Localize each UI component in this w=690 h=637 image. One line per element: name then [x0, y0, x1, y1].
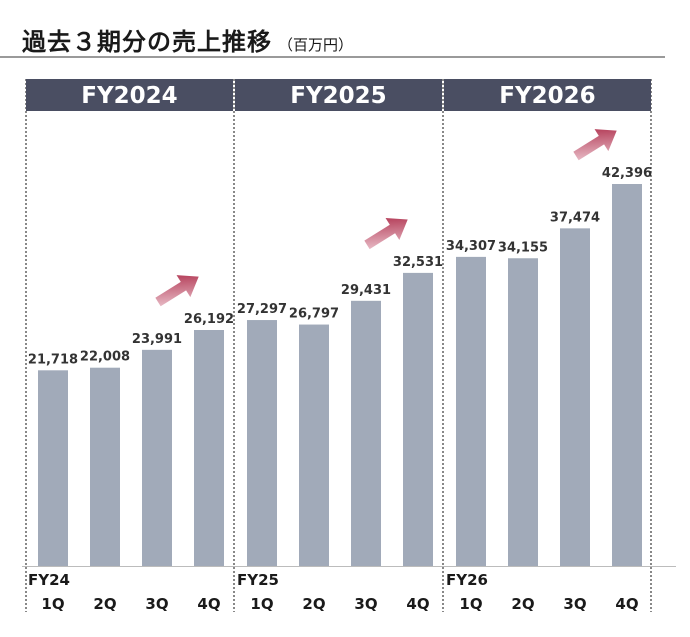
- quarter-label: 3Q: [563, 595, 586, 613]
- bar-value-label: 21,718: [28, 352, 78, 367]
- bar-value-label: 34,155: [498, 240, 548, 255]
- period-header-label: FY2024: [81, 83, 177, 109]
- chart-title-unit: （百万円）: [278, 36, 354, 54]
- trend-arrow-shape: [364, 217, 408, 250]
- bar-value-label: 23,991: [132, 332, 182, 347]
- period-header-label: FY2026: [499, 83, 595, 109]
- quarter-label: 4Q: [197, 595, 220, 613]
- quarter-label: 2Q: [93, 595, 116, 613]
- period-header: [235, 79, 442, 111]
- fiscal-year-label: FY26: [446, 571, 488, 589]
- quarter-label: 2Q: [511, 595, 534, 613]
- bar: [612, 184, 642, 566]
- trend-arrow-icon: [573, 129, 617, 161]
- bar: [38, 370, 68, 566]
- fiscal-year-label: FY24: [28, 571, 70, 589]
- trend-arrow-shape: [573, 129, 617, 161]
- quarter-label: 4Q: [615, 595, 638, 613]
- bar: [194, 330, 224, 566]
- bar-value-label: 26,797: [289, 307, 339, 322]
- bar-value-label: 26,192: [184, 312, 234, 327]
- trend-arrow-icon: [155, 275, 199, 307]
- bar-value-label: 29,431: [341, 283, 391, 298]
- bar-value-label: 27,297: [237, 302, 287, 317]
- bar: [299, 324, 329, 566]
- bar-value-label: 34,307: [446, 239, 496, 254]
- quarter-label: 1Q: [41, 595, 64, 613]
- quarter-label: 1Q: [250, 595, 273, 613]
- bar-value-label: 42,396: [602, 166, 652, 181]
- trend-arrow-icon: [364, 217, 408, 250]
- period-header: [26, 79, 233, 111]
- bar-value-label: 37,474: [550, 210, 600, 225]
- bar: [560, 228, 590, 566]
- quarter-label: 4Q: [406, 595, 429, 613]
- fiscal-year-label: FY25: [237, 571, 279, 589]
- bar-value-label: 22,008: [80, 350, 130, 365]
- bar: [90, 367, 120, 566]
- bar: [508, 258, 538, 566]
- period-header-label: FY2025: [290, 83, 386, 109]
- chart-title: 過去３期分の売上推移 （百万円）: [22, 22, 353, 57]
- bar: [403, 272, 433, 566]
- quarter-label: 3Q: [354, 595, 377, 613]
- bar: [247, 320, 277, 566]
- quarter-label: 1Q: [459, 595, 482, 613]
- trend-arrow-shape: [155, 275, 199, 307]
- bar: [456, 256, 486, 566]
- bar-value-label: 32,531: [393, 255, 443, 270]
- quarter-label: 3Q: [145, 595, 168, 613]
- title-underline: [0, 56, 665, 58]
- bar: [351, 300, 381, 566]
- period-header: [444, 79, 651, 111]
- bar: [142, 349, 172, 566]
- quarter-label: 2Q: [302, 595, 325, 613]
- chart-title-main: 過去３期分の売上推移: [22, 28, 272, 56]
